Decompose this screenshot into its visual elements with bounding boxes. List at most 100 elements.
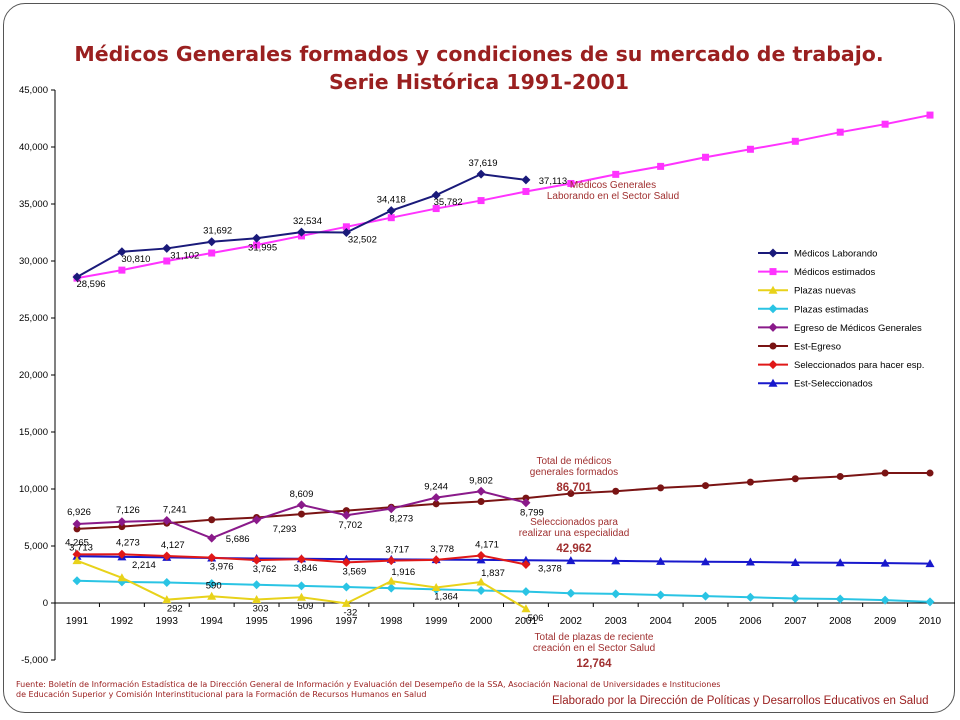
point-medicos-estimados [836,128,844,136]
legend-label: Médicos Laborando [794,249,877,260]
legend-marker [768,360,778,370]
point-medicos-laborando [72,272,82,282]
data-label: 28,596 [76,279,105,290]
point-medicos-estimados [881,120,889,128]
data-label: 3,717 [385,545,409,556]
ann-formados-line: Total de médicos [536,456,611,467]
legend-marker [769,268,777,276]
point-seleccionados-para-hacer-esp [117,549,127,559]
ann-medicos-line: Laborando en el Sector Salud [547,191,679,202]
point-egreso-de-medicos-generales [341,510,351,520]
point-medicos-laborando [386,206,396,216]
data-label: 37,619 [469,158,498,169]
ann-plazas-line: Total de plazas de reciente [535,632,654,643]
point-plazas-estimadas [252,580,262,590]
data-label: 7,126 [116,505,140,516]
data-label: 3,976 [210,562,234,573]
point-seleccionados-para-hacer-esp [162,551,172,561]
data-label: 2,214 [132,560,156,571]
point-egreso-de-medicos-generales [207,533,217,543]
data-label: 3,378 [538,563,562,574]
x-tick-label: 1995 [245,616,268,627]
data-label: 1,364 [434,591,458,602]
point-seleccionados-para-hacer-esp [476,550,486,560]
ann-plazas-total: 12,764 [576,658,612,670]
point-est-seleccionados [566,556,576,565]
legend-marker [768,248,778,258]
point-medicos-estimados [702,153,710,161]
data-label: 4,273 [116,537,140,548]
legend-marker [769,342,777,350]
data-label: 3,778 [430,544,454,555]
point-seleccionados-para-hacer-esp [431,555,441,565]
point-plazas-estimadas [611,589,621,599]
point-plazas-estimadas [162,577,172,587]
point-plazas-estimadas [835,594,845,604]
data-label: -32 [344,607,358,618]
point-plazas-estimadas [386,583,396,593]
point-est-seleccionados [790,558,800,567]
data-label: 292 [167,604,183,615]
ann-plazas-line: creación en el Sector Salud [533,643,655,654]
point-medicos-estimados [208,249,216,257]
point-est-seleccionados [835,558,845,567]
point-est-seleccionados [521,555,531,564]
point-est-egreso [73,525,81,533]
ann-seleccionados-total: 42,962 [556,543,591,555]
ann-formados-line: generales formados [530,467,618,478]
x-tick-label: 1997 [335,616,358,627]
point-egreso-de-medicos-generales [72,519,82,529]
point-medicos-estimados [432,205,440,213]
data-label: 30,810 [121,254,150,265]
point-plazas-estimadas [880,595,890,605]
point-egreso-de-medicos-generales [117,517,127,527]
ann-seleccionados-line: Seleccionados para [530,517,618,528]
y-tick-label: 5,000 [24,541,48,552]
x-tick-label: 1992 [111,616,134,627]
point-seleccionados-para-hacer-esp [207,553,217,563]
y-tick-label: -5,000 [21,655,48,666]
data-label: 31,102 [170,250,199,261]
y-tick-label: 35,000 [19,199,48,210]
point-plazas-nuevas [386,576,396,585]
data-label: -506 [524,613,543,624]
point-medicos-estimados [926,111,934,119]
series-line-medicos-estimados [76,114,931,280]
y-tick-label: 40,000 [19,142,48,153]
legend-marker [768,304,778,314]
data-label: 4,127 [161,540,185,551]
point-egreso-de-medicos-generales [386,504,396,514]
point-seleccionados-para-hacer-esp [72,549,82,559]
legend-label: Egreso de Médicos Generales [794,323,922,334]
legend-label: Médicos estimados [794,267,876,278]
point-est-egreso [522,494,530,502]
point-egreso-de-medicos-generales [431,493,441,503]
point-est-egreso [208,516,216,524]
point-medicos-laborando [521,175,531,185]
legend-label: Plazas estimadas [794,304,869,315]
x-tick-label: 1996 [290,616,313,627]
legend-label: Est-Seleccionados [794,379,873,390]
data-label: 31,692 [203,226,232,237]
point-est-egreso [118,523,126,531]
point-seleccionados-para-hacer-esp [252,555,262,565]
point-est-egreso [477,498,485,506]
data-label: 35,782 [434,197,463,208]
point-medicos-estimados [387,214,395,222]
point-est-egreso [746,478,754,486]
data-label: 34,418 [377,195,406,206]
x-tick-label: 1998 [380,616,403,627]
point-plazas-estimadas [925,597,935,607]
point-plazas-estimadas [521,587,531,597]
point-est-egreso [881,469,889,477]
legend-label: Plazas nuevas [794,286,856,297]
point-medicos-estimados [342,223,350,231]
point-est-egreso [791,475,799,483]
x-tick-label: 2009 [874,616,897,627]
data-label: 6,926 [67,507,91,518]
point-est-egreso [342,507,350,515]
x-tick-label: 2006 [739,616,762,627]
x-tick-label: 2000 [470,616,493,627]
point-plazas-estimadas [476,585,486,595]
